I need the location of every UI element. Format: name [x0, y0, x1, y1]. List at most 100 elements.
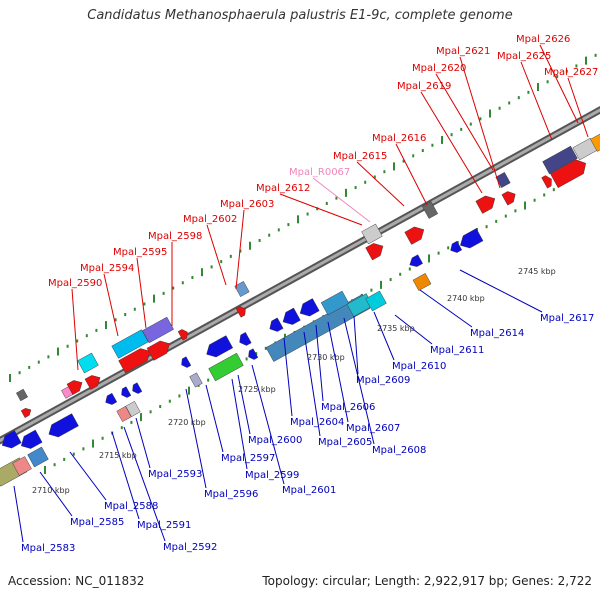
feature-darkgrey-2616 — [421, 201, 439, 219]
scale-label: 2710 kbp — [32, 486, 70, 495]
gene-label-mpal-2602: Mpal_2602 — [183, 214, 237, 225]
gene-label-mpal-2612: Mpal_2612 — [256, 183, 310, 194]
gene-label-mpal-2619: Mpal_2619 — [397, 81, 451, 92]
feature-grey-2592 — [125, 401, 141, 417]
feature-blue-2596a — [181, 356, 192, 368]
gene-label-mpal-2625: Mpal_2625 — [497, 51, 551, 62]
feature-red-2619 — [475, 195, 496, 214]
feature-blue-2597 — [206, 335, 234, 358]
feature-red-2626 — [550, 159, 586, 188]
feature-blue-2605 — [299, 298, 320, 317]
scale-labels: 2710 kbp 2715 kbp 2720 kbp 2725 kbp 2730 kbp… — [32, 267, 556, 495]
gene-label-mpal-2607: Mpal_2607 — [346, 423, 400, 434]
gene-label-mpal-2595: Mpal_2595 — [113, 247, 167, 258]
gene-label-mpal-2609: Mpal_2609 — [356, 375, 410, 386]
scale-label: 2720 kbp — [168, 418, 206, 427]
gene-label-mpal-2616: Mpal_2616 — [372, 133, 426, 144]
gene-label-mpal-2598: Mpal_2598 — [148, 231, 202, 242]
map-title: Candidatus Methanosphaerula palustris E1… — [87, 8, 513, 23]
feature-steel-2602 — [234, 281, 250, 297]
feature-pink-2585 — [12, 456, 32, 476]
feature-red-tiny — [177, 329, 188, 341]
scale-label: 2730 kbp — [307, 353, 345, 362]
gene-label-mpal-2626: Mpal_2626 — [516, 34, 570, 45]
feature-red-2598 — [146, 340, 170, 361]
feature-purple-2595 — [142, 316, 174, 344]
feature-orange-2627 — [590, 132, 600, 152]
gene-label-mpal-2588: Mpal_2588 — [104, 501, 158, 512]
feature-blue-2614 — [450, 240, 463, 253]
gene-label-mpal-2617: Mpal_2617 — [540, 313, 594, 324]
gene-label-mpal-2596: Mpal_2596 — [204, 489, 258, 500]
scale-label: 2735 kbp — [377, 324, 415, 333]
feature-cyan-2609 — [365, 290, 387, 312]
feature-blue-2583a — [1, 430, 22, 449]
feature-navy-2625 — [542, 145, 578, 175]
gene-label-mpal-2621: Mpal_2621 — [436, 46, 490, 57]
feature-navy-2620 — [495, 172, 511, 188]
feature-blue-2600b — [248, 348, 259, 360]
genome-summary: Topology: circular; Length: 2,922,917 bp… — [262, 574, 592, 588]
gene-label-mpal-2593: Mpal_2593 — [148, 469, 202, 480]
gene-label-mpal-2605: Mpal_2605 — [318, 437, 372, 448]
feature-red-2590b — [84, 375, 101, 390]
gene-label-mpal-2611: Mpal_2611 — [430, 345, 484, 356]
gene-label-mpal-2597: Mpal_2597 — [221, 453, 275, 464]
feature-lavender-2596 — [189, 372, 203, 388]
feature-red-2590a — [66, 380, 83, 395]
gene-label-mpal-2627: Mpal_2627 — [544, 67, 598, 78]
gene-label-mpal-2601: Mpal_2601 — [282, 485, 336, 496]
gene-label-mpal-2591: Mpal_2591 — [137, 520, 191, 531]
feature-red-2595 — [118, 348, 151, 374]
gene-label-mpal-2615: Mpal_2615 — [333, 151, 387, 162]
gene-label-mpal-2604: Mpal_2604 — [290, 417, 344, 428]
feature-red-small — [20, 408, 32, 418]
accession-label: Accession: NC_011832 — [8, 574, 145, 588]
gene-label-mpal-2590: Mpal_2590 — [48, 278, 102, 289]
label-leaders — [13, 44, 589, 543]
feature-blue-2601 — [269, 317, 284, 332]
gene-label-mpal-2608: Mpal_2608 — [372, 445, 426, 456]
feature-red-2612 — [365, 243, 384, 261]
feature-blue-2610 — [409, 254, 423, 267]
feature-blue-2583b — [20, 429, 43, 449]
feature-blue-2600 — [239, 332, 252, 346]
gene-label-mpal-2583: Mpal_2583 — [21, 543, 75, 554]
gene-label-mpal-2610: Mpal_2610 — [392, 361, 446, 372]
gene-label-mpal-2600: Mpal_2600 — [248, 435, 302, 446]
feature-cyan-2594 — [111, 329, 149, 359]
gene-label-mpal-2606: Mpal_2606 — [321, 402, 375, 413]
feature-blue-2617 — [460, 228, 484, 249]
gene-label-mpal-2585: Mpal_2585 — [70, 517, 124, 528]
gene-label-mpal-2603: Mpal_2603 — [220, 199, 274, 210]
scale-label: 2740 kbp — [447, 294, 485, 303]
feature-blue-2588 — [48, 413, 79, 438]
scale-label: 2745 kbp — [518, 267, 556, 276]
tick-tracks — [9, 53, 597, 474]
feature-orange-2611 — [412, 273, 432, 291]
feature-blue-2604 — [282, 307, 301, 325]
gene-label-mpal-r0067: Mpal_R0067 — [289, 167, 350, 178]
scale-label: 2715 kbp — [99, 451, 137, 460]
feature-grey-2612 — [361, 223, 383, 245]
feature-blue-2593b — [132, 382, 143, 394]
gene-label-mpal-2594: Mpal_2594 — [80, 263, 134, 274]
scale-label: 2725 kbp — [238, 385, 276, 394]
feature-grey-small — [16, 388, 28, 402]
genome-backbone — [0, 106, 600, 445]
gene-label-mpal-2614: Mpal_2614 — [470, 328, 524, 339]
feature-steel-2585 — [27, 446, 49, 468]
feature-green-2599 — [208, 352, 244, 382]
upper-tick-track — [9, 53, 597, 382]
gene-label-mpal-2592: Mpal_2592 — [163, 542, 217, 553]
feature-red-2625b — [541, 175, 552, 189]
gene-label-mpal-2620: Mpal_2620 — [412, 63, 466, 74]
feature-red-2603 — [235, 306, 246, 318]
feature-blue-2591 — [105, 392, 118, 405]
gene-labels: Mpal_2590 Mpal_2594 Mpal_2595 Mpal_2598 Mpal… — [21, 34, 598, 554]
gene-label-mpal-2599: Mpal_2599 — [245, 470, 299, 481]
gene-features — [0, 132, 600, 487]
feature-cyan-2590 — [77, 352, 99, 374]
feature-red-2621 — [501, 191, 516, 206]
